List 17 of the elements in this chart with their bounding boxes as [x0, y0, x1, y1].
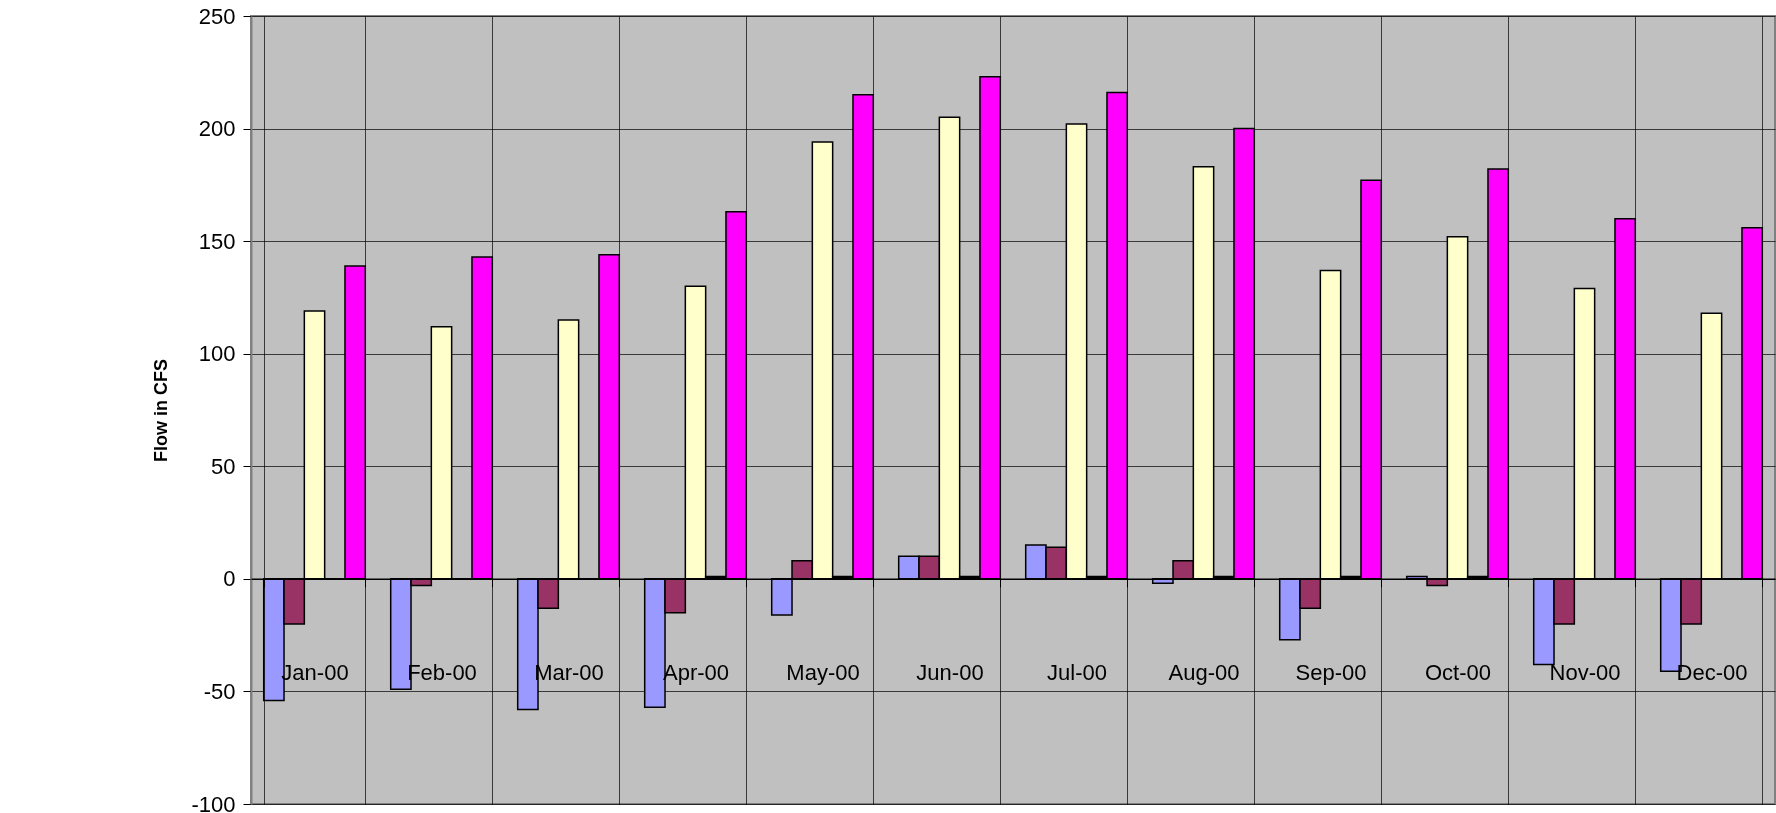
y-axis-title: Flow in CFS	[151, 359, 172, 462]
y-tick-label: 100	[198, 341, 236, 367]
y-tick-label: -100	[191, 791, 236, 813]
y-tick-label: 0	[223, 566, 236, 592]
y-tick-label: 200	[198, 116, 236, 142]
x-tick-label: Nov-00	[1549, 660, 1621, 686]
y-tick-label: -50	[203, 678, 236, 704]
x-tick-label: Aug-00	[1168, 660, 1240, 686]
y-tick-label: 150	[198, 228, 236, 254]
x-tick-label: Jul-00	[1047, 660, 1107, 686]
x-tick-label: Sep-00	[1295, 660, 1367, 686]
x-tick-label: Dec-00	[1676, 660, 1748, 686]
x-tick-label: May-00	[786, 660, 860, 686]
x-tick-label: Jun-00	[916, 660, 984, 686]
x-tick-label: Oct-00	[1424, 660, 1492, 686]
y-tick-label: 250	[198, 3, 236, 29]
y-tick-label: 50	[211, 453, 236, 479]
